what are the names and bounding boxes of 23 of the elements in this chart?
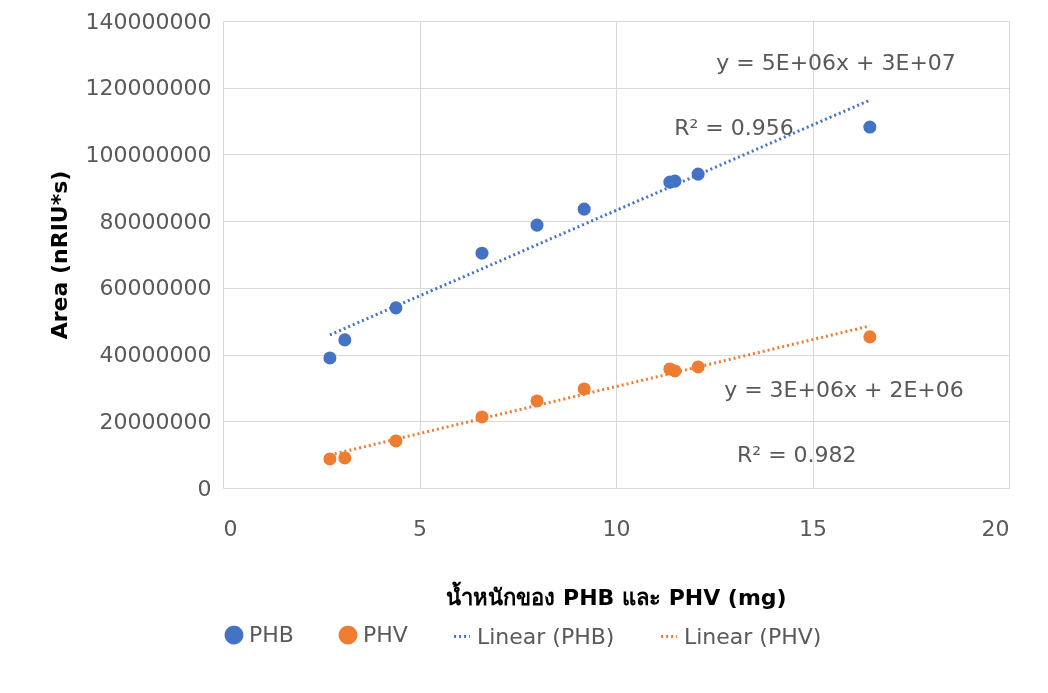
y-tick-label: 0 xyxy=(197,475,212,501)
y-tick-label: 60000000 xyxy=(99,275,212,301)
legend-label: PHV xyxy=(363,622,408,648)
y-tick-label: 140000000 xyxy=(85,8,212,34)
y-tick-label: 120000000 xyxy=(85,75,212,101)
x-tick-label: 5 xyxy=(413,515,427,541)
y-tick-label: 40000000 xyxy=(99,342,212,368)
annotation: R² = 0.982 xyxy=(737,442,857,468)
x-tick-label: 0 xyxy=(223,515,238,541)
annotation: R² = 0.956 xyxy=(674,115,794,141)
x-tick-label: 10 xyxy=(602,515,631,541)
annotation: y = 3E+06x + 2E+06 xyxy=(724,376,964,402)
legend-label: PHB xyxy=(249,622,294,648)
x-axis-title: น้ำหนักของ PHB และ PHV (mg) xyxy=(446,580,787,610)
y-axis-title: Area (nRIU*s) xyxy=(46,170,72,340)
legend-label: Linear (PHV) xyxy=(684,623,822,649)
y-tick-label: 100000000 xyxy=(85,141,212,167)
x-tick-label: 15 xyxy=(799,515,827,541)
legend-label: Linear (PHB) xyxy=(477,623,615,649)
x-tick-label: 20 xyxy=(981,515,1010,541)
annotation: y = 5E+06x + 3E+07 xyxy=(716,50,956,76)
y-tick-label: 20000000 xyxy=(99,408,212,434)
y-tick-label: 80000000 xyxy=(99,208,212,234)
